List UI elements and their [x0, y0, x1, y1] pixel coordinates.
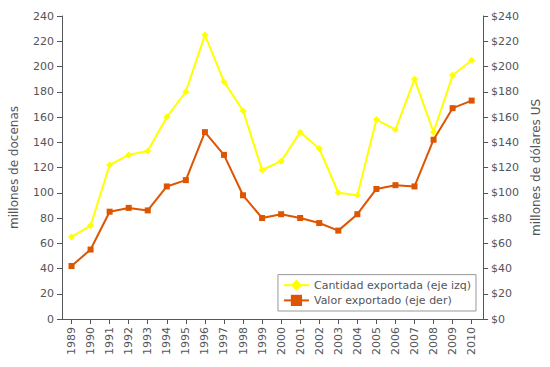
svg-text:1992: 1992 — [122, 327, 135, 355]
svg-text:2002: 2002 — [313, 327, 326, 355]
svg-text:0: 0 — [47, 313, 54, 326]
svg-text:Valor exportado (eje der): Valor exportado (eje der) — [314, 294, 452, 307]
svg-text:2010: 2010 — [465, 327, 478, 355]
svg-text:2009: 2009 — [446, 327, 459, 355]
svg-text:1990: 1990 — [84, 327, 97, 355]
svg-text:1998: 1998 — [237, 327, 250, 355]
svg-text:2006: 2006 — [389, 327, 402, 355]
svg-text:1991: 1991 — [103, 327, 116, 355]
svg-text:1999: 1999 — [256, 327, 269, 355]
svg-text:2004: 2004 — [351, 327, 364, 355]
svg-text:60: 60 — [40, 237, 54, 250]
svg-text:1994: 1994 — [160, 327, 173, 355]
svg-text:1997: 1997 — [217, 327, 230, 355]
svg-text:1993: 1993 — [141, 327, 154, 355]
svg-text:2003: 2003 — [332, 327, 345, 355]
svg-text:120: 120 — [33, 161, 54, 174]
svg-text:millones de docenas: millones de docenas — [7, 106, 21, 229]
svg-text:$0: $0 — [491, 313, 505, 326]
svg-text:2005: 2005 — [370, 327, 383, 355]
svg-text:$200: $200 — [491, 60, 519, 73]
svg-text:$80: $80 — [491, 212, 512, 225]
svg-text:160: 160 — [33, 111, 54, 124]
svg-text:40: 40 — [40, 262, 54, 275]
svg-text:240: 240 — [33, 10, 54, 23]
svg-text:Cantidad exportada (eje izq): Cantidad exportada (eje izq) — [314, 279, 471, 292]
svg-text:140: 140 — [33, 136, 54, 149]
svg-text:100: 100 — [33, 186, 54, 199]
svg-text:$60: $60 — [491, 237, 512, 250]
svg-text:$220: $220 — [491, 35, 519, 48]
svg-text:2000: 2000 — [275, 327, 288, 355]
svg-text:1989: 1989 — [65, 327, 78, 355]
svg-text:80: 80 — [40, 212, 54, 225]
svg-text:20: 20 — [40, 287, 54, 300]
svg-text:$160: $160 — [491, 111, 519, 124]
svg-text:220: 220 — [33, 35, 54, 48]
svg-text:2008: 2008 — [427, 327, 440, 355]
svg-text:1996: 1996 — [198, 327, 211, 355]
svg-text:200: 200 — [33, 60, 54, 73]
svg-text:2007: 2007 — [408, 327, 421, 355]
svg-text:180: 180 — [33, 85, 54, 98]
svg-text:1995: 1995 — [179, 327, 192, 355]
svg-text:$180: $180 — [491, 85, 519, 98]
svg-text:millones de dólares US: millones de dólares US — [529, 99, 543, 236]
svg-text:$100: $100 — [491, 186, 519, 199]
svg-text:$120: $120 — [491, 161, 519, 174]
svg-text:$20: $20 — [491, 287, 512, 300]
svg-text:2001: 2001 — [294, 327, 307, 355]
svg-text:$40: $40 — [491, 262, 512, 275]
svg-text:$240: $240 — [491, 10, 519, 23]
svg-text:$140: $140 — [491, 136, 519, 149]
